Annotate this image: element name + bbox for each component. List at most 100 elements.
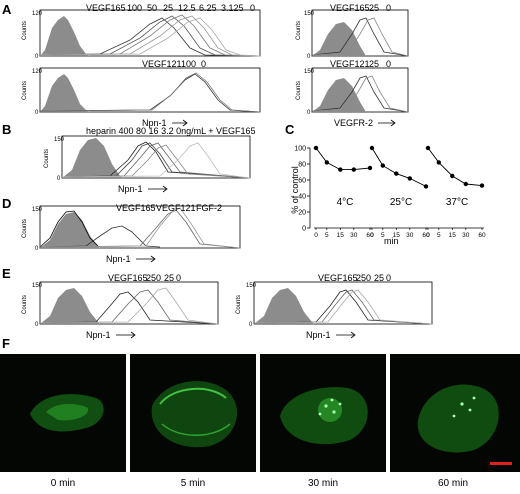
curve-label: heparin 400 80 16 3.2 0ng/mL + VEGF165	[86, 126, 256, 136]
histogram-curve	[39, 73, 261, 113]
series-label: 37°C	[446, 197, 468, 208]
y-tick: 0	[307, 110, 311, 116]
y-tick-label: 0	[302, 226, 306, 233]
data-point	[423, 184, 429, 189]
histogram-curve	[39, 225, 161, 248]
y-tick: 0	[35, 54, 39, 60]
curve-label: 100	[127, 3, 142, 13]
x-tick-label: 15	[337, 232, 345, 239]
x-tick-label: 5	[381, 232, 385, 239]
curve-label: 25	[163, 3, 173, 13]
time-label-0-min: 0 min	[50, 478, 76, 489]
histogram-a-top-left: Counts 120 0 VEGF165 100 50 25 12.5 6.25…	[22, 3, 261, 60]
plot-frame	[39, 9, 261, 57]
time-label-60-min: 60 min	[437, 478, 468, 489]
y-tick-label: 100	[294, 146, 306, 153]
control-histogram	[40, 212, 100, 248]
y-axis-label: Counts	[22, 21, 28, 40]
histogram-a-bottom-right: Counts 150 0 VEGF121 25 0 VEGFR-2	[296, 59, 409, 128]
x-tick-label: 30	[462, 232, 470, 239]
y-tick: 150	[304, 69, 315, 75]
series-label: 4°C	[337, 197, 354, 208]
data-point	[407, 176, 412, 181]
histogram-curve	[61, 142, 251, 179]
curve-label: 25	[369, 3, 379, 13]
curve-label: 0	[201, 59, 206, 69]
series-line	[315, 147, 371, 171]
x-tick-label: 0	[426, 232, 430, 239]
histogram-curve	[61, 142, 251, 179]
x-axis-label: min	[384, 236, 399, 246]
curve-label: VEGF165	[116, 203, 156, 213]
panel-letter-f: F	[2, 336, 10, 351]
arrow-icon	[116, 331, 136, 339]
data-point	[351, 167, 356, 172]
y-tick-label: 40	[298, 194, 306, 201]
histogram-curve	[39, 210, 99, 248]
histogram-curve	[311, 75, 409, 113]
y-tick: 0	[57, 176, 61, 182]
plot-frame	[39, 205, 241, 249]
y-tick: 150	[246, 283, 257, 289]
control-histogram	[312, 22, 366, 56]
histogram-curve	[253, 289, 433, 325]
y-axis-label: Counts	[22, 81, 28, 100]
time-label-30-min: 30 min	[307, 478, 338, 489]
data-point	[450, 173, 455, 179]
x-tick-label: 15	[449, 232, 457, 239]
histogram-a-top-right: Counts 150 0 VEGF165 25 0	[296, 3, 409, 60]
series-line	[427, 147, 483, 187]
data-point	[369, 145, 375, 151]
histogram-curve	[61, 141, 251, 179]
cell-image	[417, 384, 499, 453]
y-axis-label: Counts	[296, 81, 302, 100]
arrow-icon	[336, 331, 356, 339]
control-histogram	[40, 74, 90, 112]
curve-label: 6.25	[199, 3, 217, 13]
arrow-icon	[148, 185, 168, 193]
curve-label: 250	[146, 273, 161, 283]
y-axis-label: Counts	[44, 149, 50, 168]
x-tick-label: 5	[325, 232, 329, 239]
curve-label: 25	[164, 273, 174, 283]
curve-label: VEGF165	[108, 273, 148, 283]
histogram-curve	[39, 72, 261, 113]
panel-letter-e: E	[2, 266, 11, 281]
curve-label: 0	[250, 3, 255, 13]
x-tick-label: 5	[437, 232, 441, 239]
data-point	[436, 160, 441, 165]
x-tick-label: 60	[478, 232, 486, 239]
curve-label: VEGF165	[318, 273, 358, 283]
data-point	[394, 171, 399, 176]
y-tick: 150	[32, 207, 43, 213]
series-label: 25°C	[390, 197, 412, 208]
histogram-curve	[39, 291, 219, 325]
x-axis-label: Npn-1	[306, 330, 331, 340]
curve-label: VEGF121	[330, 59, 370, 69]
curve-label: FGF-2	[196, 203, 222, 213]
plot-frame	[61, 135, 251, 179]
control-histogram	[254, 288, 314, 324]
histogram-curve	[253, 289, 433, 325]
curve-label: 0	[176, 273, 181, 283]
panel-letter-a: A	[2, 2, 12, 17]
plot-frame	[39, 67, 261, 113]
panel-letter-c: C	[285, 122, 295, 137]
x-tick-label: 0	[370, 232, 374, 239]
histogram-curve	[253, 289, 433, 325]
y-tick: 0	[307, 54, 311, 60]
panel-letter-d: D	[2, 196, 11, 211]
x-tick-label: 30	[350, 232, 358, 239]
curve-label: 0	[386, 59, 391, 69]
histogram-curve	[39, 287, 219, 325]
data-point	[425, 145, 431, 151]
scale-bar	[490, 462, 512, 465]
y-axis-label: Counts	[236, 295, 242, 314]
curve-label: 50	[147, 3, 157, 13]
histogram-curve	[39, 17, 261, 57]
control-histogram	[40, 16, 90, 56]
curve-label: 25	[374, 273, 384, 283]
control-histogram	[312, 78, 366, 112]
